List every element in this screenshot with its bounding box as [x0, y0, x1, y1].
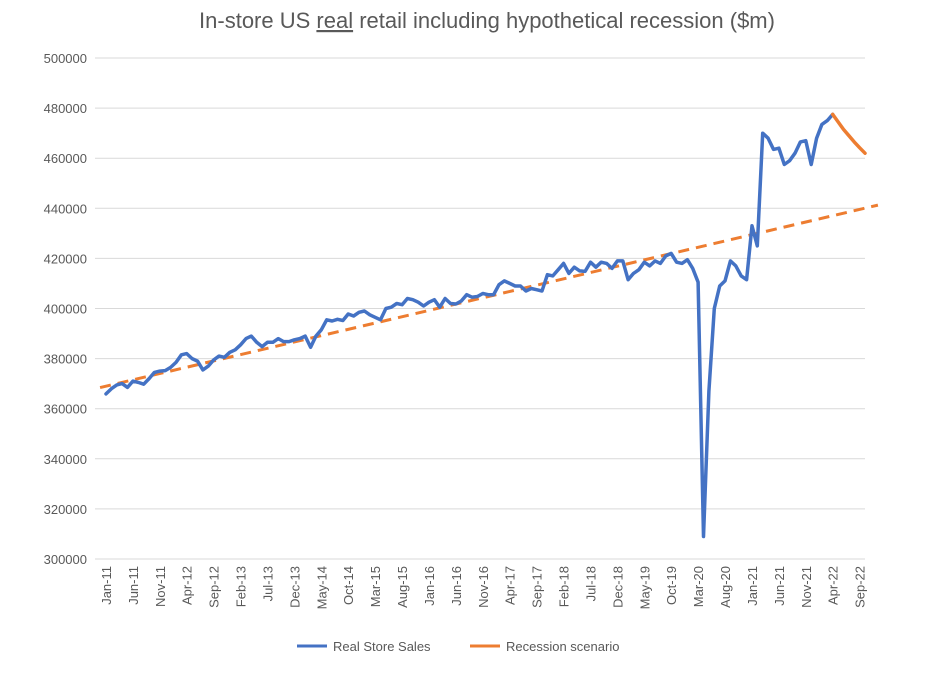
x-tick-label: Jan-11: [99, 566, 114, 605]
x-tick-label: Mar-20: [691, 566, 706, 607]
x-tick-label: Sep-17: [530, 566, 545, 608]
x-tick-label: Apr-12: [180, 566, 195, 605]
y-tick-label: 320000: [44, 502, 87, 517]
y-tick-label: 460000: [44, 151, 87, 166]
x-tick-label: Jun-11: [126, 566, 141, 605]
y-tick-label: 440000: [44, 201, 87, 216]
x-tick-label: Mar-15: [368, 566, 383, 607]
title-part-real: real: [316, 8, 353, 33]
legend-label-recession-scenario: Recession scenario: [506, 639, 619, 654]
series-line-recession-scenario: [830, 112, 867, 155]
gridlines: [95, 57, 865, 560]
x-tick-label: Oct-19: [664, 566, 679, 605]
y-tick-label: 360000: [44, 402, 87, 417]
x-tick-label: Jul-18: [583, 566, 598, 601]
x-tick-label: Sep-12: [207, 566, 222, 608]
x-tick-label: Jun-16: [449, 566, 464, 606]
y-tick-label: 380000: [44, 352, 87, 367]
x-tick-label: Nov-16: [476, 566, 491, 608]
x-tick-label: Sep-22: [853, 566, 868, 608]
title-part-3: retail including hypothetical recession …: [353, 8, 775, 33]
title-part-1: In-store US: [199, 8, 316, 33]
y-tick-label: 420000: [44, 251, 87, 266]
y-tick-label: 500000: [44, 51, 87, 66]
chart-title: In-store US real retail including hypoth…: [199, 8, 775, 33]
legend: Real Store Sales Recession scenario: [297, 639, 619, 654]
y-tick-label: 300000: [44, 552, 87, 567]
x-axis: Jan-11 Jun-11 Nov-11 Apr-12 Sep-12 Feb-13 Jul-…: [99, 566, 868, 609]
x-tick-label: Jan-21: [745, 566, 760, 606]
x-tick-label: Apr-17: [503, 566, 518, 605]
x-tick-label: Apr-22: [826, 566, 841, 605]
x-tick-label: Nov-21: [799, 566, 814, 608]
x-tick-label: Jun-21: [772, 566, 787, 606]
x-tick-label: May-14: [314, 566, 329, 609]
x-tick-label: Jul-13: [260, 566, 275, 601]
x-tick-label: May-19: [637, 566, 652, 609]
x-tick-label: Aug-15: [395, 566, 410, 608]
series-line-real-store-sales: [104, 112, 835, 539]
y-tick-label: 480000: [44, 101, 87, 116]
y-axis: 300000 320000 340000 360000 380000 400000 4200…: [44, 51, 87, 567]
x-tick-label: Aug-20: [718, 566, 733, 608]
legend-label-real-store-sales: Real Store Sales: [333, 639, 431, 654]
x-tick-label: Oct-14: [341, 566, 356, 605]
x-tick-label: Feb-13: [234, 566, 249, 607]
x-tick-label: Feb-18: [557, 566, 572, 607]
y-tick-label: 340000: [44, 452, 87, 467]
y-tick-label: 400000: [44, 302, 87, 317]
x-tick-label: Nov-11: [153, 566, 168, 607]
x-tick-label: Dec-13: [287, 566, 302, 608]
x-tick-label: Dec-18: [610, 566, 625, 608]
x-tick-label: Jan-16: [422, 566, 437, 606]
plot-lines: [99, 112, 879, 539]
